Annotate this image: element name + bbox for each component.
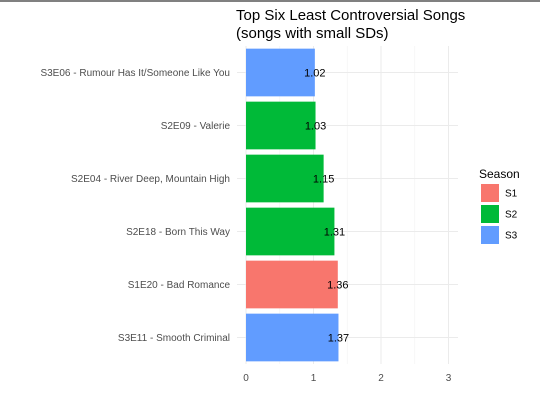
- x-tick-label: 3: [446, 373, 452, 384]
- value-label-layer: 1.02 1.03 1.15 1.31 1.36 1.37: [304, 68, 349, 345]
- bar: [246, 313, 339, 362]
- category-label: S2E18 - Born This Way: [126, 227, 230, 238]
- x-tick-label: 1: [311, 373, 317, 384]
- x-tick-layer: 0 1 2 3: [243, 373, 452, 384]
- bar-value-label: 1.03: [305, 121, 326, 133]
- legend-key: [481, 184, 499, 202]
- chart-title: Top Six Least Controversial Songs: [236, 7, 465, 24]
- bar-value-label: 1.31: [324, 227, 345, 239]
- bar: [246, 101, 316, 150]
- x-tick-label: 2: [378, 373, 384, 384]
- category-label: S3E06 - Rumour Has It/Someone Like You: [40, 68, 230, 79]
- legend-entry-label: S3: [505, 231, 518, 242]
- category-label: S2E09 - Valerie: [161, 121, 231, 132]
- bar-value-label: 1.15: [313, 174, 334, 186]
- bar: [246, 154, 324, 203]
- legend: Season S1 S2 S3: [479, 167, 520, 244]
- bar-value-label: 1.36: [327, 280, 348, 292]
- category-label: S3E11 - Smooth Criminal: [118, 333, 230, 344]
- bar-value-label: 1.02: [304, 68, 325, 80]
- category-label: S2E04 - River Deep, Mountain High: [71, 174, 230, 185]
- x-tick-label: 0: [243, 373, 249, 384]
- category-label-layer: S3E06 - Rumour Has It/Someone Like You S2…: [40, 68, 230, 344]
- legend-key: [481, 226, 499, 244]
- legend-key: [481, 205, 499, 223]
- bar: [246, 207, 335, 256]
- legend-entry-label: S2: [505, 210, 518, 221]
- category-label: S1E20 - Bad Romance: [128, 280, 231, 291]
- legend-entry-label: S1: [505, 189, 518, 200]
- bar: [246, 48, 315, 97]
- legend-title: Season: [479, 167, 520, 181]
- bar-layer: [246, 48, 339, 362]
- bar: [246, 260, 338, 309]
- bar-value-label: 1.37: [328, 333, 349, 345]
- chart-subtitle: (songs with small SDs): [236, 25, 389, 42]
